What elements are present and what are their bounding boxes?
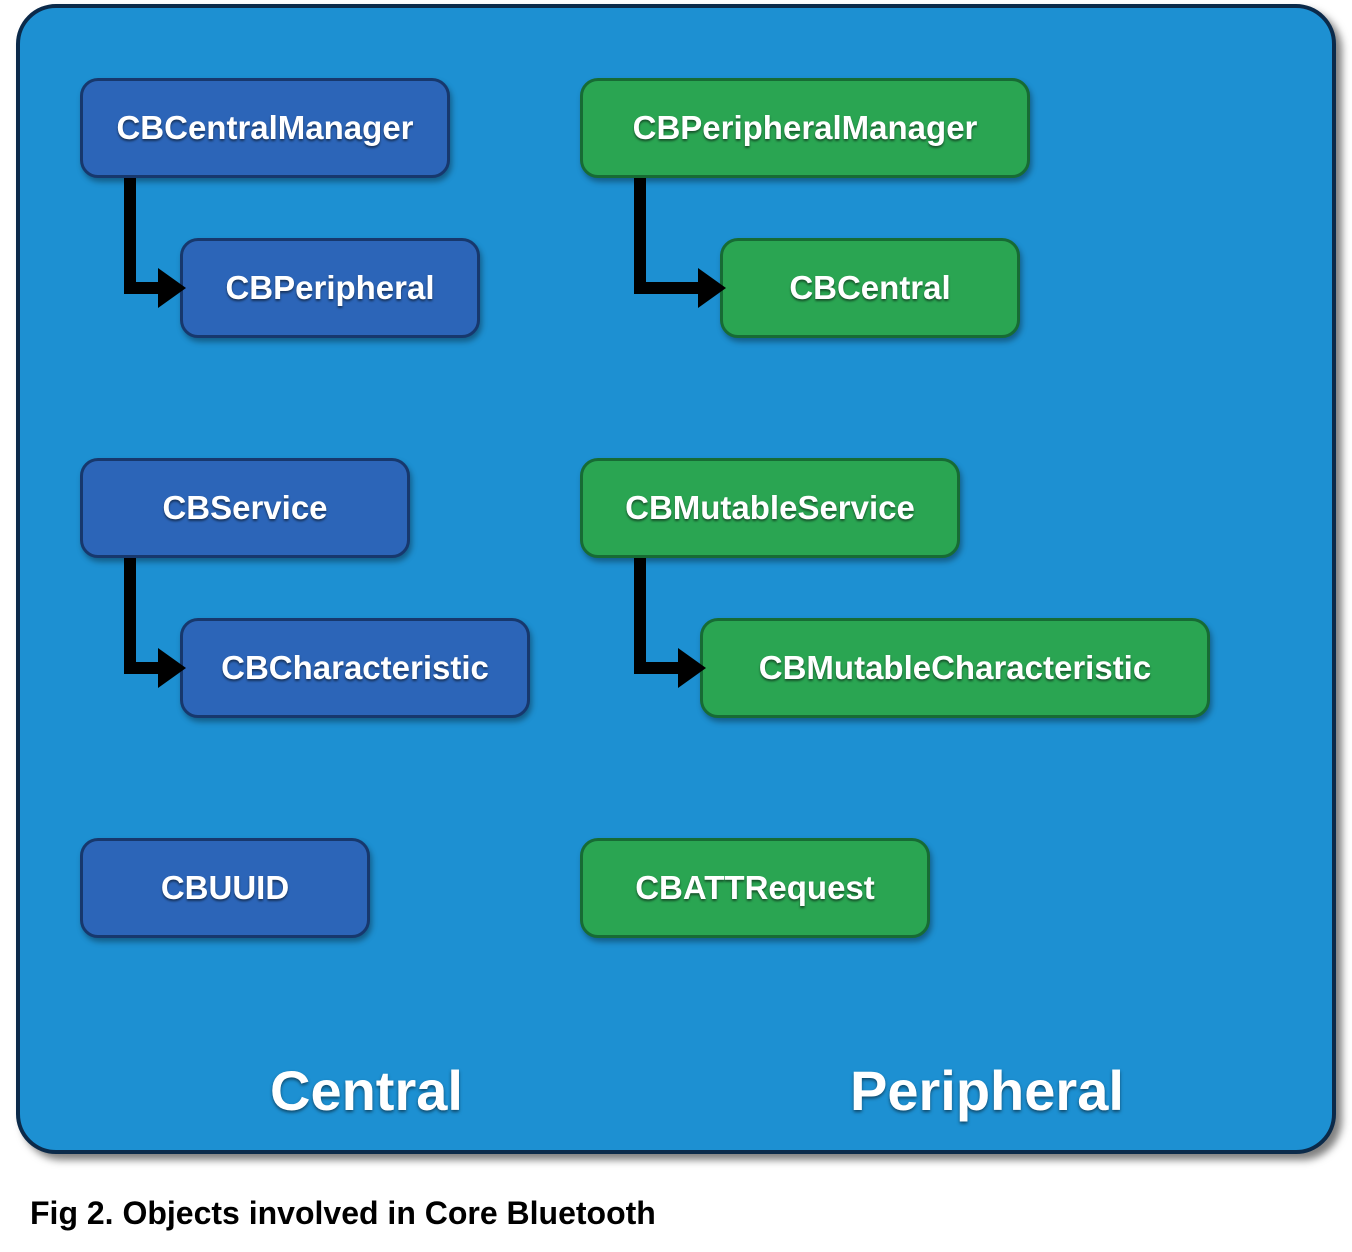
node-cbcentralmanager: CBCentralManager [80, 78, 450, 178]
node-cbservice: CBService [80, 458, 410, 558]
node-label: CBCentral [789, 269, 950, 307]
node-label: CBCentralManager [116, 109, 413, 147]
node-label: CBCharacteristic [221, 649, 489, 687]
node-label: CBMutableCharacteristic [759, 649, 1151, 687]
node-cbuuid: CBUUID [80, 838, 370, 938]
node-cbmutableservice: CBMutableService [580, 458, 960, 558]
node-cbcentral: CBCentral [720, 238, 1020, 338]
node-cbcharacteristic: CBCharacteristic [180, 618, 530, 718]
node-label: CBUUID [161, 869, 289, 907]
node-cbperipheral: CBPeripheral [180, 238, 480, 338]
node-label: CBService [162, 489, 327, 527]
column-label-central: Central [270, 1058, 463, 1123]
node-label: CBATTRequest [635, 869, 875, 907]
figure-caption: Fig 2. Objects involved in Core Bluetoot… [30, 1195, 656, 1232]
column-label-peripheral: Peripheral [850, 1058, 1124, 1123]
node-label: CBPeripheralManager [633, 109, 978, 147]
diagram-panel: CBCentralManager CBPeripheral CBService CBC… [16, 4, 1336, 1154]
node-label: CBPeripheral [225, 269, 434, 307]
node-cbattrequest: CBATTRequest [580, 838, 930, 938]
node-cbmutablecharacteristic: CBMutableCharacteristic [700, 618, 1210, 718]
node-label: CBMutableService [625, 489, 915, 527]
node-cbperipheralmanager: CBPeripheralManager [580, 78, 1030, 178]
